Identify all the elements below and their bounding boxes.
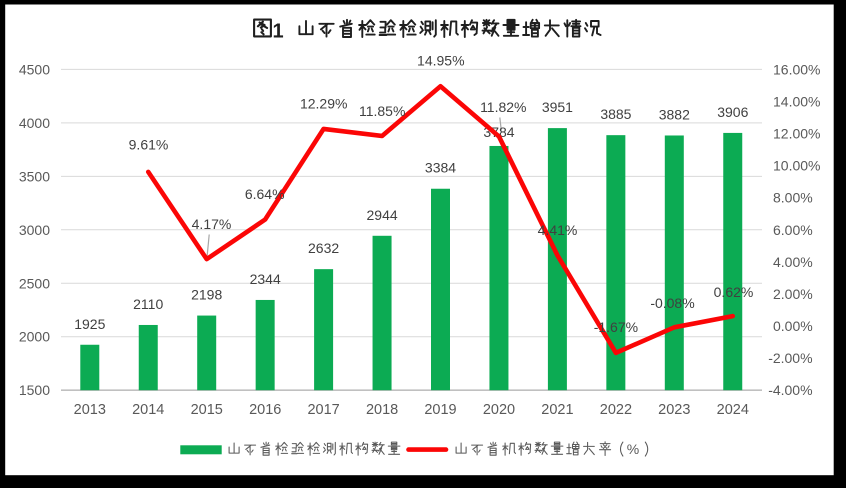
svg-text:8.00%: 8.00%	[773, 190, 813, 206]
svg-text:2344: 2344	[250, 271, 281, 287]
svg-text:2.00%: 2.00%	[773, 286, 813, 302]
svg-text:12.29%: 12.29%	[300, 95, 347, 111]
svg-text:2110: 2110	[133, 296, 163, 312]
svg-text:-0.08%: -0.08%	[650, 295, 694, 311]
svg-text:0.00%: 0.00%	[773, 318, 813, 334]
svg-text:1925: 1925	[74, 316, 105, 332]
svg-text:11.85%: 11.85%	[359, 103, 405, 119]
svg-text:4.41%: 4.41%	[538, 222, 578, 238]
svg-text:3885: 3885	[600, 106, 631, 122]
svg-text:3500: 3500	[19, 168, 50, 184]
svg-text:11.82%: 11.82%	[480, 99, 526, 115]
svg-text:3882: 3882	[659, 107, 690, 123]
svg-text:2023: 2023	[658, 402, 690, 418]
svg-text:4500: 4500	[19, 61, 50, 77]
svg-text:6.00%: 6.00%	[773, 222, 813, 238]
svg-text:2017: 2017	[307, 402, 339, 418]
svg-text:4.17%: 4.17%	[192, 216, 232, 232]
svg-text:2632: 2632	[308, 240, 339, 256]
svg-text:-1.67%: -1.67%	[594, 319, 638, 335]
svg-text:2500: 2500	[19, 275, 50, 291]
svg-text:2000: 2000	[19, 329, 50, 345]
svg-text:4000: 4000	[19, 115, 50, 131]
svg-text:-4.00%: -4.00%	[768, 382, 812, 398]
svg-text:2018: 2018	[366, 402, 398, 418]
svg-text:10.00%: 10.00%	[773, 158, 820, 174]
svg-text:12.00%: 12.00%	[773, 126, 820, 142]
svg-text:3000: 3000	[19, 222, 50, 238]
svg-text:2022: 2022	[600, 402, 632, 418]
svg-text:2015: 2015	[191, 402, 223, 418]
svg-text:3906: 3906	[717, 104, 748, 120]
svg-text:16.00%: 16.00%	[773, 61, 820, 77]
svg-text:0.62%: 0.62%	[714, 284, 754, 300]
svg-text:2944: 2944	[367, 207, 398, 223]
svg-text:-2.00%: -2.00%	[768, 350, 812, 366]
svg-text:6.64%: 6.64%	[245, 186, 285, 202]
svg-text:1: 1	[273, 20, 284, 42]
svg-text:2021: 2021	[541, 402, 573, 418]
svg-text:2014: 2014	[132, 402, 164, 418]
svg-text:2024: 2024	[717, 402, 749, 418]
svg-text:9.61%: 9.61%	[129, 137, 169, 153]
svg-text:3384: 3384	[425, 160, 456, 176]
svg-text:2016: 2016	[249, 402, 281, 418]
svg-text:3951: 3951	[542, 99, 573, 115]
svg-text:%: %	[627, 441, 639, 457]
svg-text:2013: 2013	[74, 402, 106, 418]
svg-text:4.00%: 4.00%	[773, 254, 813, 270]
svg-text:2020: 2020	[483, 402, 515, 418]
svg-text:2019: 2019	[424, 402, 456, 418]
svg-text:14.95%: 14.95%	[417, 53, 464, 69]
svg-text:2198: 2198	[191, 287, 222, 303]
svg-text:14.00%: 14.00%	[773, 94, 820, 110]
svg-text:1500: 1500	[19, 382, 50, 398]
